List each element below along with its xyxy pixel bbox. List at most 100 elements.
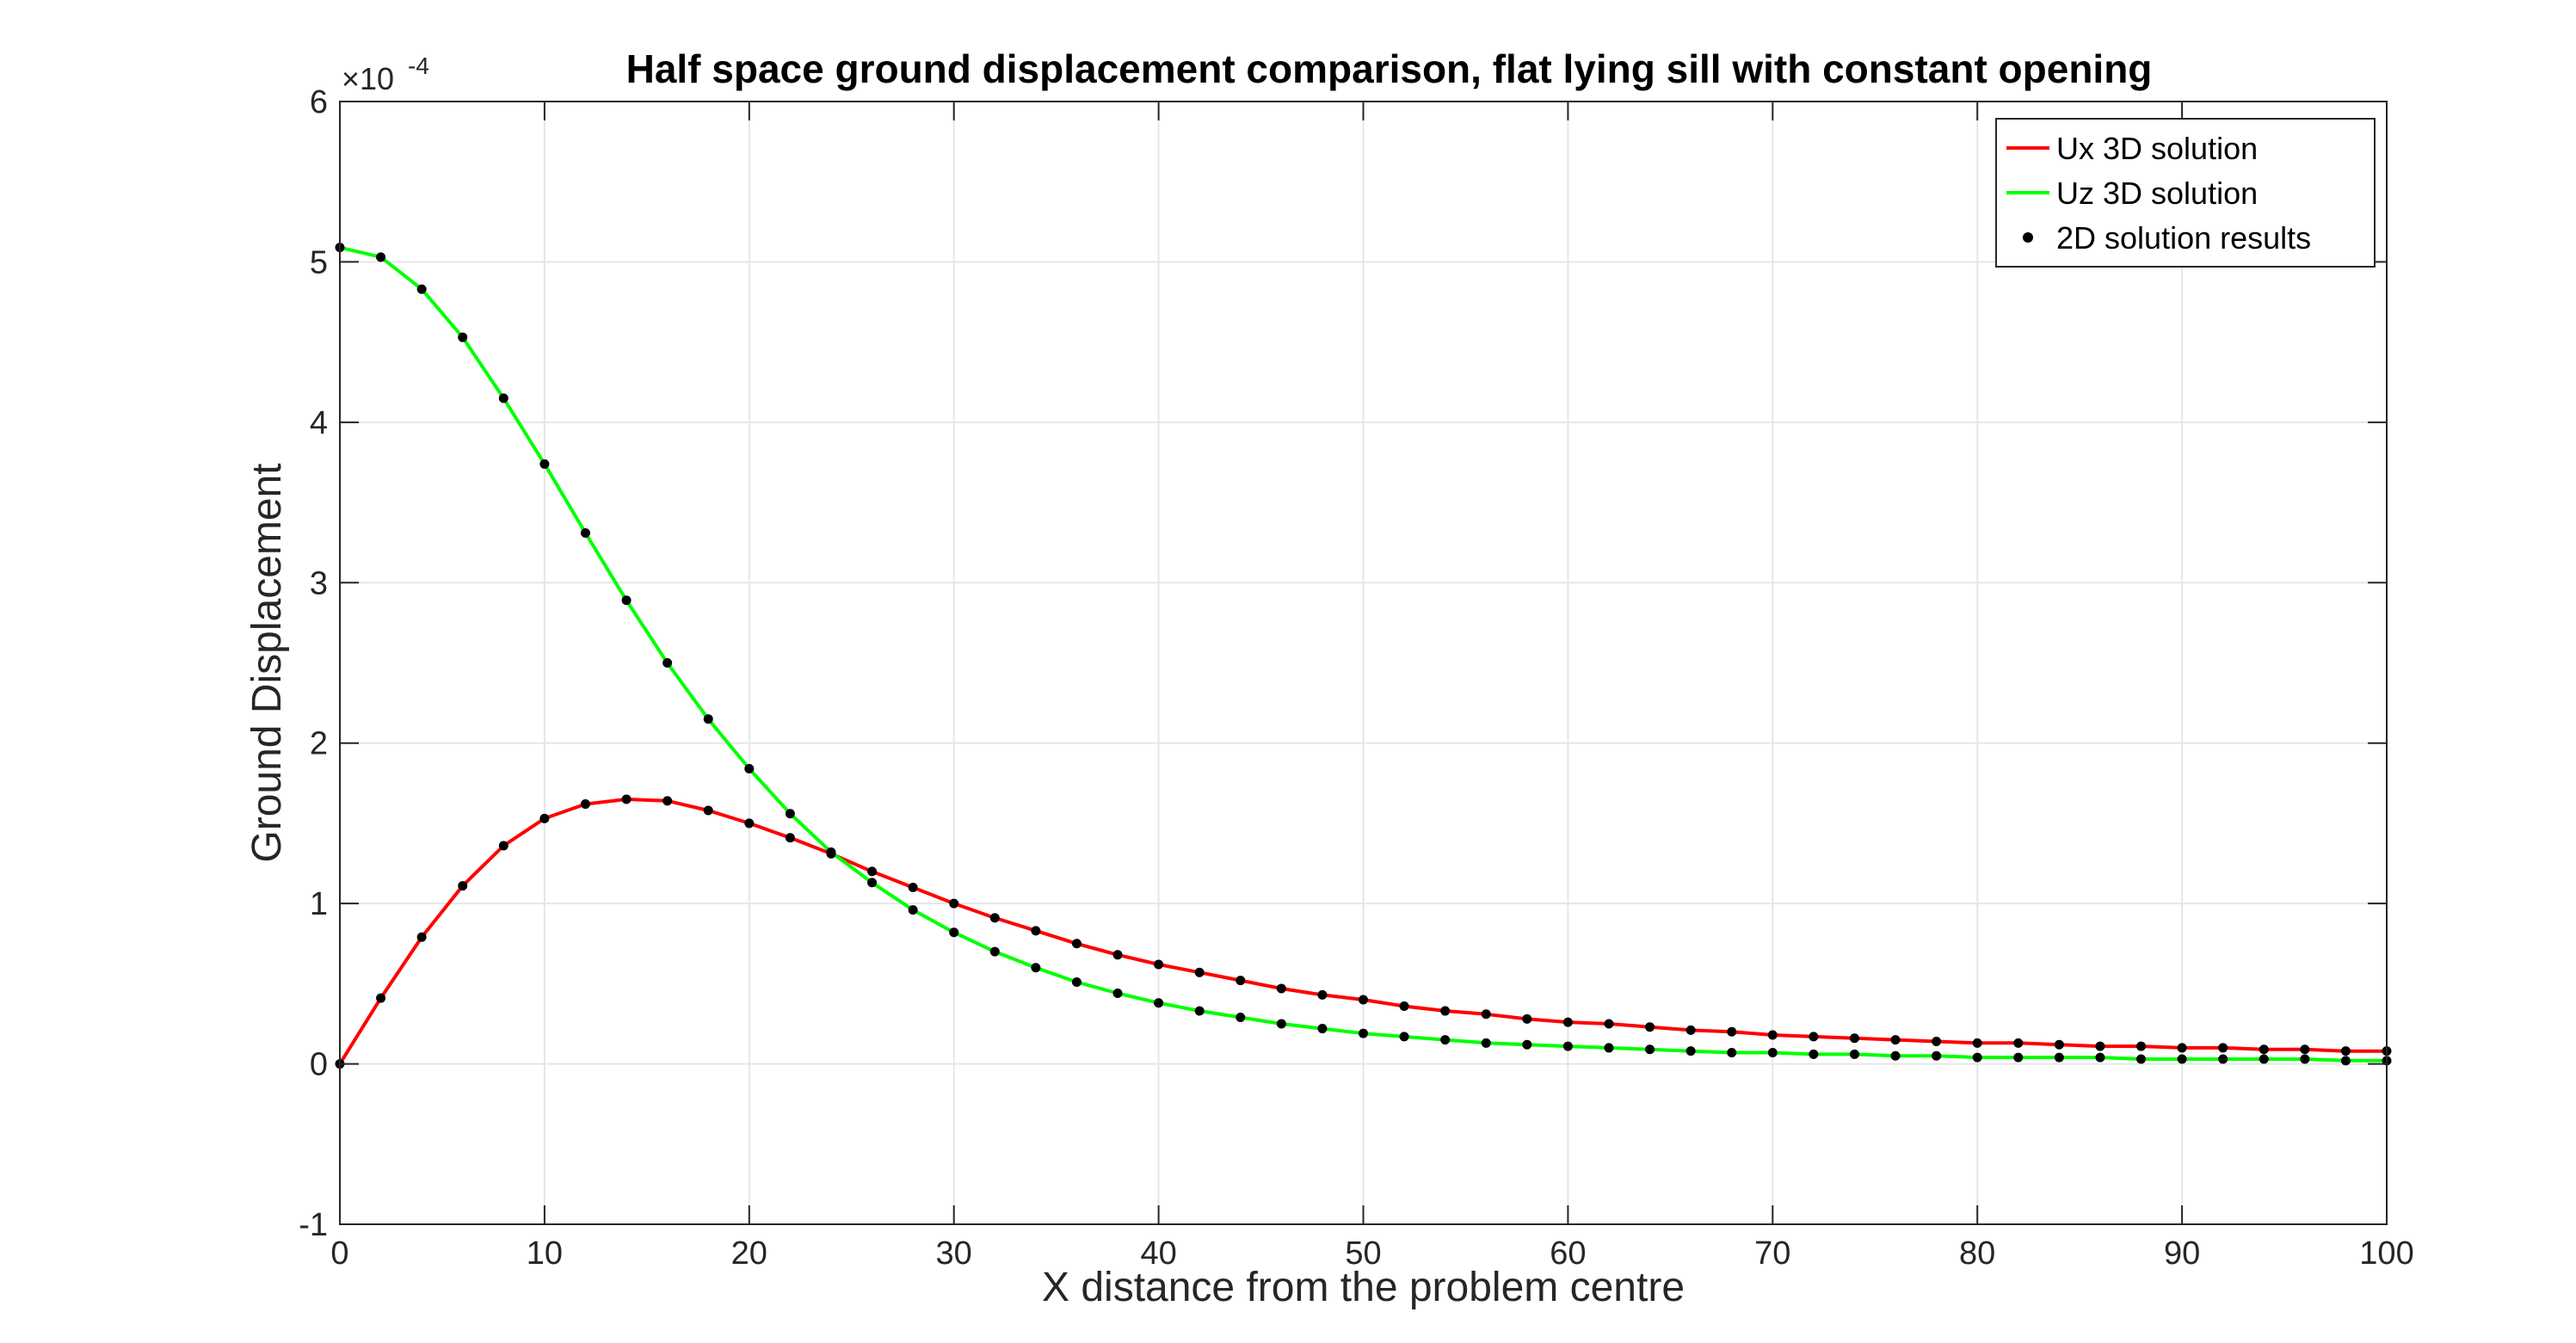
x-tick-label: 80 <box>1959 1235 1995 1272</box>
data-point-2d <box>1481 1009 1491 1020</box>
data-point-2d <box>621 794 632 804</box>
legend-marker-2d <box>2023 232 2033 243</box>
data-point-2d <box>867 878 878 888</box>
x-tick-label: 0 <box>330 1235 348 1272</box>
data-point-2d <box>2259 1054 2269 1064</box>
legend-box <box>1995 118 2376 268</box>
data-point-2d <box>1562 1041 1573 1051</box>
x-tick-label: 100 <box>2359 1235 2413 1272</box>
chart-title: Half space ground displacement compariso… <box>626 46 2153 91</box>
x-tick-label: 30 <box>936 1235 972 1272</box>
data-point-2d <box>949 927 959 938</box>
x-tick-label: 90 <box>2164 1235 2200 1272</box>
data-point-2d <box>1604 1019 1614 1029</box>
data-point-2d <box>2177 1043 2187 1053</box>
data-point-2d <box>498 393 508 404</box>
data-point-2d <box>1809 1049 1819 1059</box>
data-point-2d <box>2177 1054 2187 1064</box>
data-point-2d <box>1522 1039 1532 1050</box>
data-point-2d <box>1154 959 1164 970</box>
data-point-2d <box>2340 1056 2351 1066</box>
data-point-2d <box>376 252 386 262</box>
data-point-2d <box>1440 1006 1451 1016</box>
data-point-2d <box>1481 1038 1491 1048</box>
data-point-2d <box>1562 1017 1573 1027</box>
data-point-2d <box>867 866 878 877</box>
data-point-2d <box>1809 1032 1819 1042</box>
data-point-2d <box>1236 976 1246 986</box>
data-point-2d <box>1194 1006 1205 1016</box>
data-point-2d <box>744 764 755 774</box>
data-point-2d <box>2095 1041 2105 1051</box>
x-tick-label: 60 <box>1550 1235 1586 1272</box>
data-point-2d <box>1932 1036 1942 1046</box>
x-tick-label: 10 <box>527 1235 563 1272</box>
data-point-2d <box>826 847 836 857</box>
data-point-2d <box>458 332 468 342</box>
data-point-2d <box>2054 1052 2064 1063</box>
x-axis-label: X distance from the problem centre <box>1042 1265 1685 1310</box>
data-point-2d <box>2095 1052 2105 1063</box>
data-point-2d <box>1645 1022 1655 1032</box>
x-tick-label: 50 <box>1345 1235 1381 1272</box>
data-point-2d <box>2300 1054 2310 1064</box>
data-point-2d <box>785 833 795 843</box>
data-point-2d <box>785 809 795 819</box>
y-tick-label: 2 <box>310 726 328 762</box>
data-point-2d <box>2340 1046 2351 1057</box>
data-point-2d <box>1727 1048 1737 1058</box>
data-point-2d <box>1645 1044 1655 1055</box>
y-tick-label: 4 <box>310 405 328 441</box>
y-axis-exponent: ×10 -4 <box>342 52 429 96</box>
x-tick-label: 20 <box>731 1235 767 1272</box>
data-point-2d <box>498 841 508 851</box>
data-point-2d <box>1604 1043 1614 1053</box>
data-point-2d <box>1399 1001 1409 1011</box>
data-point-2d <box>1276 983 1286 994</box>
data-point-2d <box>1972 1052 1982 1063</box>
data-point-2d <box>1031 963 1041 973</box>
legend-label-2d: 2D solution results <box>2056 220 2311 256</box>
data-point-2d <box>703 805 713 816</box>
y-tick-label: 5 <box>310 244 328 280</box>
legend: Ux 3D solution Uz 3D solution 2D solutio… <box>1995 118 2376 268</box>
y-exponent-power: -4 <box>408 52 429 79</box>
data-point-2d <box>744 818 755 829</box>
data-point-2d <box>1031 926 1041 936</box>
data-point-2d <box>1236 1013 1246 1023</box>
data-point-2d <box>1849 1049 1859 1059</box>
data-point-2d <box>2136 1054 2147 1064</box>
data-point-2d <box>1276 1019 1286 1029</box>
data-point-2d <box>662 658 673 668</box>
data-point-2d <box>1890 1035 1901 1045</box>
data-point-2d <box>1685 1046 1696 1057</box>
data-point-2d <box>539 813 550 823</box>
legend-label-uz: Uz 3D solution <box>2056 176 2258 211</box>
data-point-2d <box>621 595 632 606</box>
data-point-2d <box>2013 1038 2024 1048</box>
data-point-2d <box>2054 1039 2064 1050</box>
data-point-2d <box>1440 1035 1451 1045</box>
data-point-2d <box>2259 1044 2269 1055</box>
data-point-2d <box>1359 1028 1368 1038</box>
y-tick-label: -1 <box>299 1207 328 1243</box>
data-point-2d <box>1727 1026 1737 1037</box>
data-point-2d <box>2218 1054 2228 1064</box>
data-point-2d <box>2218 1043 2228 1053</box>
data-point-2d <box>1112 989 1123 999</box>
y-tick-label: 0 <box>310 1047 328 1083</box>
data-point-2d <box>2300 1044 2310 1055</box>
data-point-2d <box>1154 998 1164 1008</box>
legend-label-ux: Ux 3D solution <box>2056 131 2258 166</box>
data-point-2d <box>2136 1041 2147 1051</box>
data-point-2d <box>1112 950 1123 960</box>
data-point-2d <box>539 459 550 469</box>
y-tick-label: 1 <box>310 886 328 922</box>
data-point-2d <box>580 527 590 538</box>
data-point-2d <box>1890 1050 1901 1061</box>
data-point-2d <box>1767 1048 1778 1058</box>
data-point-2d <box>989 913 1000 923</box>
data-point-2d <box>1522 1013 1532 1024</box>
